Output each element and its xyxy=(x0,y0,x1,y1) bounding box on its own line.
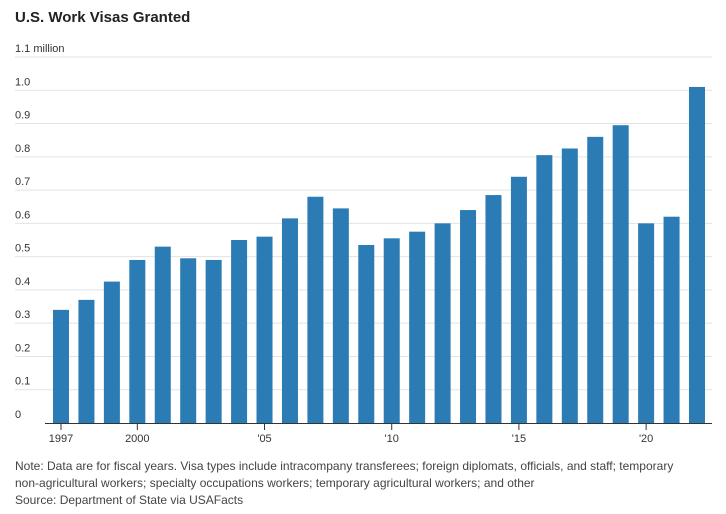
bar-1997 xyxy=(53,309,69,423)
x-tick-label: '20 xyxy=(639,433,653,445)
bar-2004 xyxy=(231,240,248,423)
y-tick-label: 0.2 xyxy=(15,342,30,354)
bar-2005 xyxy=(256,236,273,423)
bar-2022 xyxy=(689,86,705,423)
bar-2003 xyxy=(205,259,222,423)
bar-2001 xyxy=(154,246,171,423)
bar-2019 xyxy=(612,125,629,424)
y-tick-label: 0 xyxy=(15,409,21,421)
y-tick-label: 0.5 xyxy=(15,243,30,255)
note-line-2: non-agricultural workers; specialty occu… xyxy=(15,476,535,490)
bar-2009 xyxy=(358,244,375,423)
bar-1999 xyxy=(103,281,120,423)
note-line-1: Note: Data are for fiscal years. Visa ty… xyxy=(15,459,674,473)
y-tick-label: 0.4 xyxy=(15,276,30,288)
x-tick-label: '10 xyxy=(385,433,399,445)
bar-2002 xyxy=(180,258,197,423)
y-tick-label: 0.1 xyxy=(15,376,30,388)
bar-2014 xyxy=(485,195,502,423)
y-tick-label: 1.1 million xyxy=(15,43,65,55)
bar-2021 xyxy=(663,216,680,423)
bar-2020 xyxy=(638,223,655,423)
x-tick-label: 1997 xyxy=(49,433,73,445)
bar-2015 xyxy=(510,176,527,423)
bar-2006 xyxy=(281,218,298,423)
bar-2013 xyxy=(460,210,477,423)
x-tick-label: '05 xyxy=(257,433,271,445)
chart-title: U.S. Work Visas Granted xyxy=(15,9,191,26)
y-tick-label: 0.8 xyxy=(15,143,30,155)
y-tick-label: 0.6 xyxy=(15,209,30,221)
y-tick-label: 1.0 xyxy=(15,76,30,88)
y-tick-label: 0.9 xyxy=(15,110,30,122)
bar-2016 xyxy=(536,155,553,423)
bar-2008 xyxy=(332,208,349,423)
y-tick-label: 0.3 xyxy=(15,309,30,321)
source-line: Source: Department of State via USAFacts xyxy=(15,493,244,507)
bars xyxy=(53,86,705,424)
bar-2012 xyxy=(434,223,451,423)
bar-2010 xyxy=(383,238,400,423)
bar-2000 xyxy=(129,259,146,423)
x-axis: 1997 2000 '05 '10 '15 '20 xyxy=(45,423,712,445)
bar-2007 xyxy=(307,196,324,423)
y-axis-labels: 1.1 million 1.0 0.9 0.8 0.7 0.6 0.5 0.4 0.3 0.2 0.… xyxy=(15,43,65,421)
x-tick-label: '15 xyxy=(512,433,526,445)
bar-2017 xyxy=(561,148,578,423)
bar-2011 xyxy=(409,231,426,423)
bar-1998 xyxy=(78,299,95,423)
x-tick-label: 2000 xyxy=(125,433,149,445)
footnotes: Note: Data are for fiscal years. Visa ty… xyxy=(15,458,715,509)
y-tick-label: 0.7 xyxy=(15,176,30,188)
bar-2018 xyxy=(587,136,604,423)
